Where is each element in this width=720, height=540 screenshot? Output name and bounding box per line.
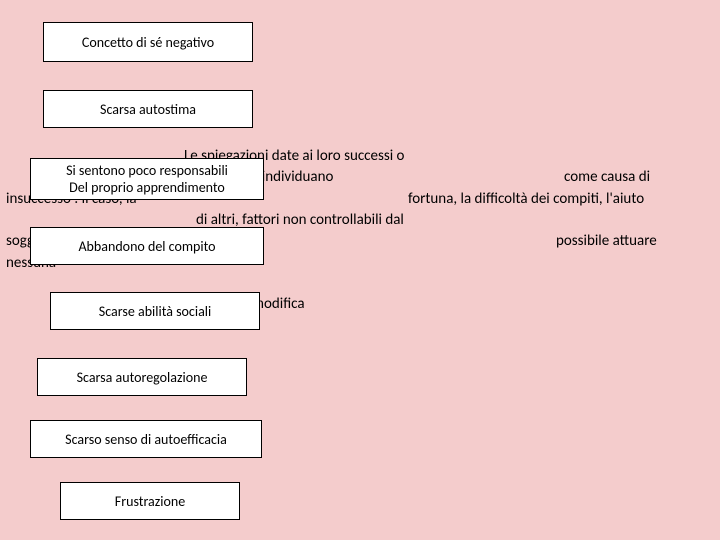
concept-box-line: Frustrazione [115,493,185,510]
concept-box-4: Scarse abilità sociali [50,292,260,330]
background-text-fragment: possibile attuare [556,232,657,250]
concept-box-line: Scarsa autostima [100,101,196,118]
concept-box-line: Si sentono poco responsabili [66,162,228,179]
concept-box-line: Concetto di sé negativo [82,34,214,51]
concept-box-6: Scarso senso di autoefficacia [30,420,262,458]
background-text-fragment: come causa di [564,168,650,186]
concept-box-5: Scarsa autoregolazione [37,358,247,396]
concept-box-line: Scarse abilità sociali [99,303,211,320]
concept-box-1: Scarsa autostima [43,90,253,128]
concept-box-2: Si sentono poco responsabiliDel proprio … [30,158,264,200]
concept-box-7: Frustrazione [60,482,240,520]
background-text-fragment: fortuna, la difficoltà dei compiti, l'ai… [408,190,644,208]
concept-box-line: Abbandono del compito [78,238,215,255]
concept-box-line: Scarso senso di autoefficacia [65,431,227,448]
concept-box-0: Concetto di sé negativo [43,22,253,62]
concept-box-line: Scarsa autoregolazione [77,369,208,386]
concept-box-3: Abbandono del compito [30,227,264,265]
concept-box-line: Del proprio apprendimento [69,179,225,196]
